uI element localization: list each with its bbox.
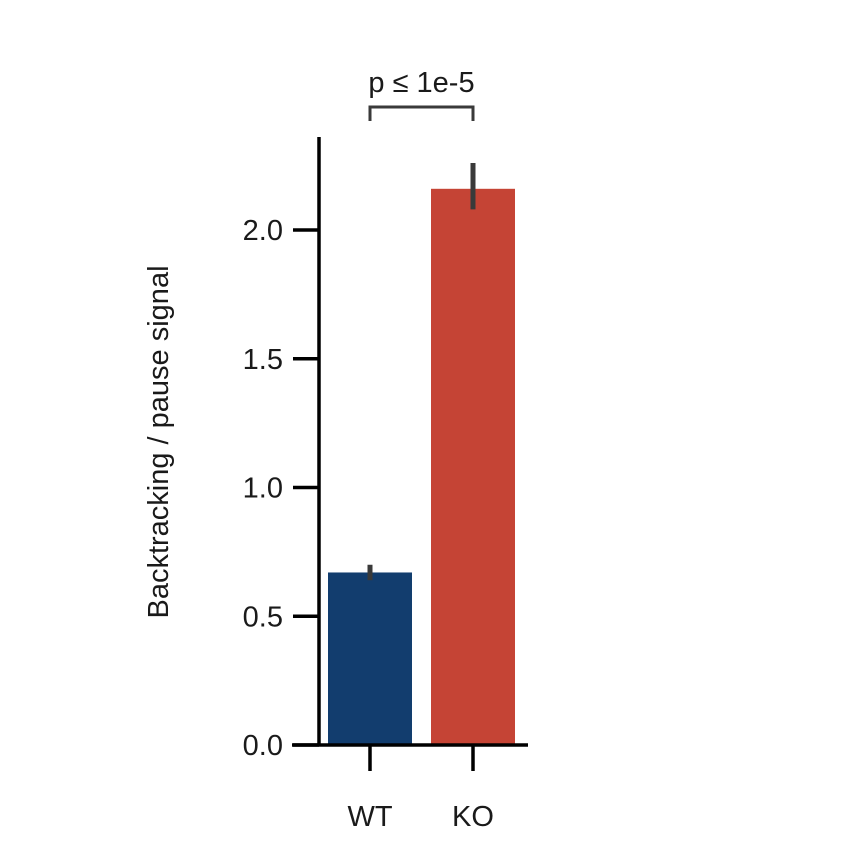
y-tick-label: 0.0: [243, 730, 283, 762]
axes-layer: 0.0 0.5 1.0 1.5 2.0 WT KO Backtracking / pause …: [143, 137, 528, 833]
bar-wt: [328, 572, 412, 745]
annotation-layer: p ≤ 1e-5: [368, 67, 475, 121]
y-tick-label: 2.0: [243, 215, 283, 247]
y-tick-label: 1.0: [243, 473, 283, 505]
bars-layer: [328, 188, 515, 746]
bar-ko: [431, 188, 515, 746]
y-tick-label: 1.5: [243, 344, 283, 376]
significance-label: p ≤ 1e-5: [368, 67, 474, 99]
y-axis-label: Backtracking / pause signal: [143, 265, 175, 618]
y-tick-label: 0.5: [243, 601, 283, 633]
significance-bracket: [368, 105, 475, 121]
x-tick-label-wt: WT: [347, 801, 392, 833]
x-tick-label-ko: KO: [452, 801, 494, 833]
error-bars-layer: [367, 163, 476, 581]
